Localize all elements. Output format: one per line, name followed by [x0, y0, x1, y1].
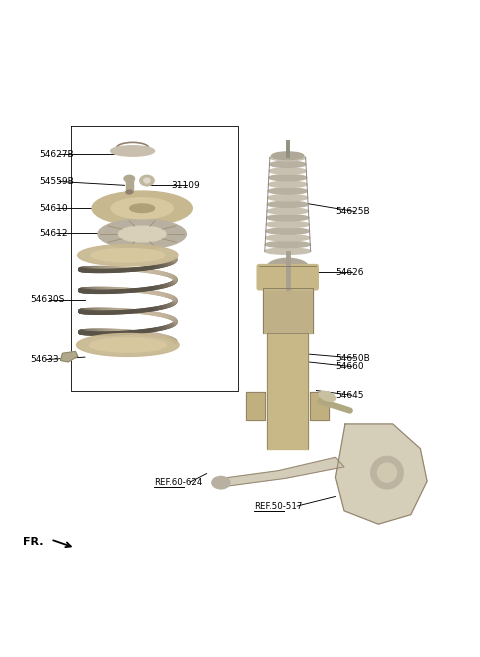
Text: 54625B: 54625B [336, 207, 370, 216]
Polygon shape [336, 424, 427, 524]
Ellipse shape [130, 204, 155, 212]
Ellipse shape [269, 175, 307, 181]
Ellipse shape [371, 457, 403, 489]
Text: REF.50-517: REF.50-517 [254, 501, 303, 510]
Ellipse shape [78, 244, 178, 266]
Text: 54633: 54633 [30, 355, 59, 364]
Ellipse shape [126, 190, 132, 194]
Ellipse shape [319, 392, 336, 401]
Ellipse shape [98, 219, 186, 249]
FancyBboxPatch shape [257, 265, 318, 290]
Text: 54610: 54610 [39, 204, 68, 213]
Ellipse shape [266, 221, 309, 227]
Ellipse shape [276, 281, 300, 296]
Ellipse shape [140, 175, 154, 186]
Ellipse shape [111, 146, 155, 156]
Bar [263, 288, 312, 333]
Text: 54627B: 54627B [39, 150, 74, 159]
Ellipse shape [268, 181, 307, 187]
Ellipse shape [118, 226, 166, 242]
Polygon shape [218, 457, 344, 487]
Ellipse shape [268, 188, 307, 194]
Bar [126, 179, 132, 192]
Ellipse shape [272, 152, 304, 160]
Ellipse shape [90, 338, 166, 352]
Ellipse shape [268, 194, 308, 201]
Ellipse shape [267, 201, 308, 208]
Text: FR.: FR. [23, 537, 43, 547]
Ellipse shape [265, 235, 310, 241]
Ellipse shape [124, 175, 134, 182]
Ellipse shape [267, 208, 309, 214]
Polygon shape [246, 392, 265, 420]
Polygon shape [310, 392, 329, 420]
Ellipse shape [269, 168, 306, 174]
Ellipse shape [212, 476, 230, 489]
Text: 31109: 31109 [171, 181, 200, 190]
Text: 54612: 54612 [39, 229, 68, 238]
Ellipse shape [266, 228, 310, 235]
Ellipse shape [266, 215, 309, 221]
Ellipse shape [91, 248, 165, 262]
Bar [133, 210, 151, 242]
Ellipse shape [265, 248, 311, 254]
Ellipse shape [269, 161, 306, 168]
Ellipse shape [377, 463, 396, 482]
Text: REF.60-624: REF.60-624 [154, 478, 203, 487]
Ellipse shape [270, 154, 306, 161]
Text: 54630S: 54630S [30, 296, 64, 304]
Text: 54650B: 54650B [336, 353, 370, 363]
Ellipse shape [92, 191, 192, 225]
Text: 54559B: 54559B [39, 177, 74, 186]
Text: 54645: 54645 [336, 391, 364, 400]
Polygon shape [60, 351, 78, 362]
Ellipse shape [111, 198, 173, 219]
Text: 54660: 54660 [336, 362, 364, 371]
Text: 54626: 54626 [336, 267, 364, 277]
Ellipse shape [76, 334, 179, 356]
Bar [267, 333, 308, 449]
Ellipse shape [267, 258, 309, 277]
Ellipse shape [265, 241, 310, 248]
Ellipse shape [272, 267, 304, 286]
Ellipse shape [144, 178, 150, 183]
